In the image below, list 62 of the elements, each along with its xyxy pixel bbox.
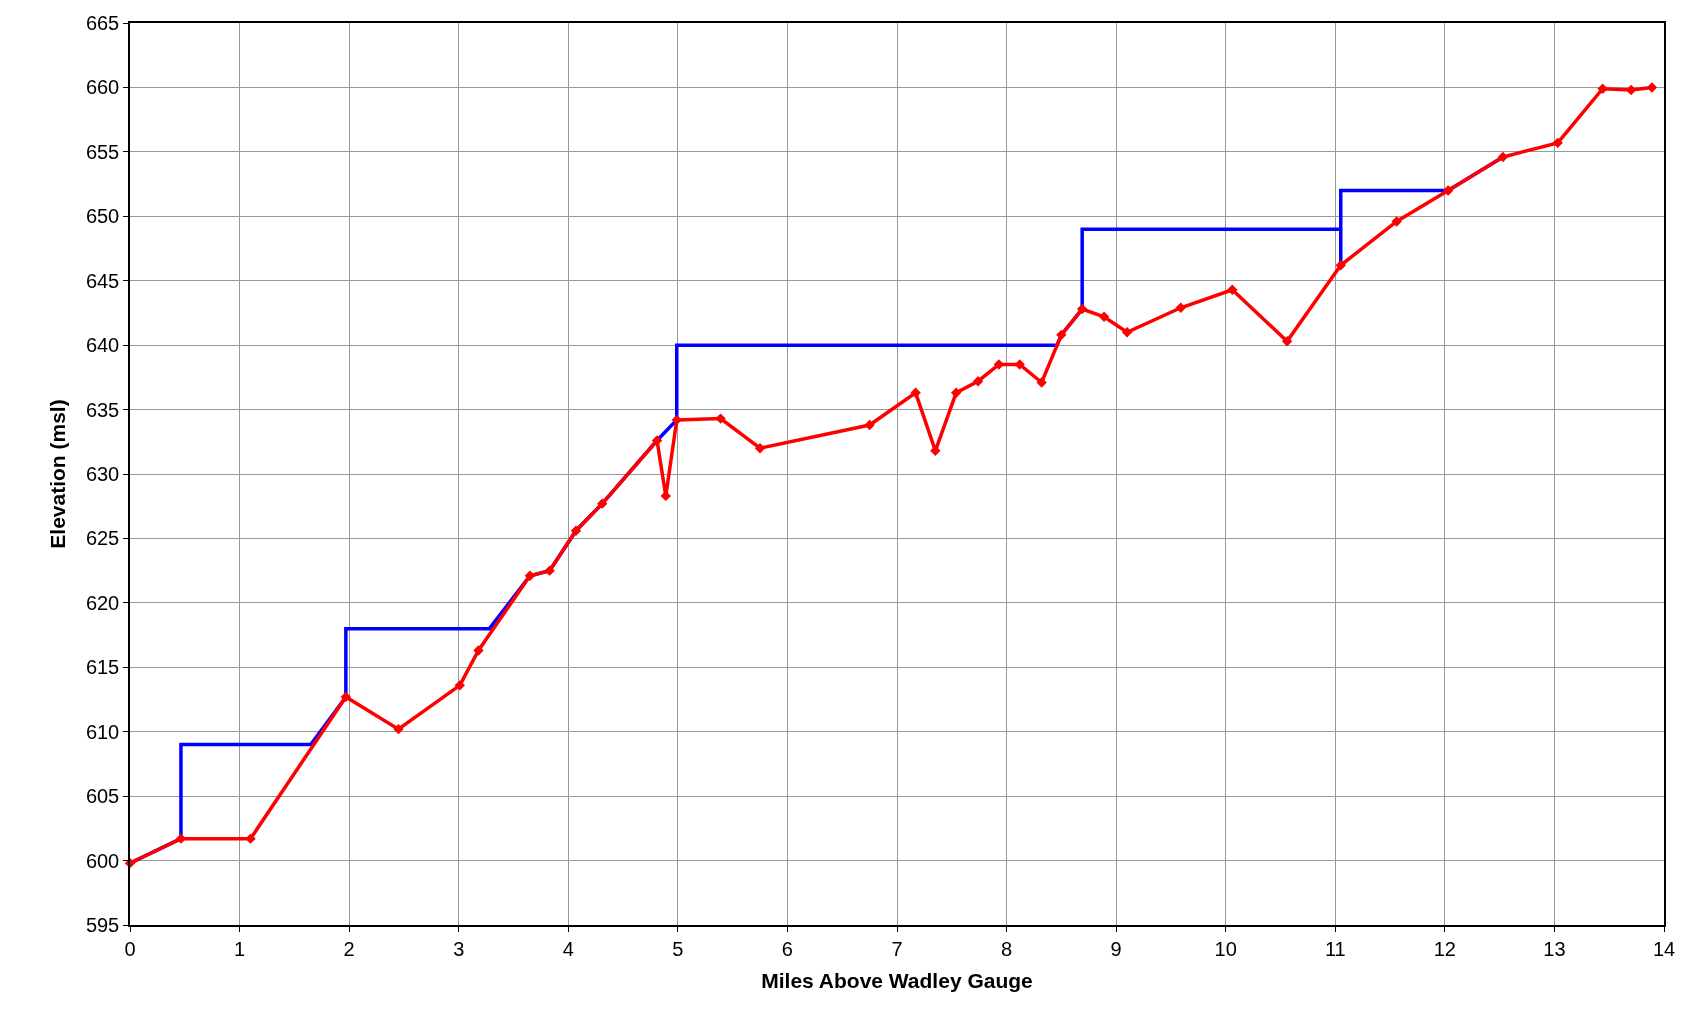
y-tick-label: 605	[85, 785, 120, 808]
x-tick-label: 7	[891, 937, 903, 960]
y-tick-label: 645	[85, 269, 120, 292]
y-tick-label: 630	[85, 463, 120, 485]
x-tick-label: 12	[1433, 937, 1456, 960]
point	[972, 376, 984, 387]
point	[1227, 284, 1238, 295]
y-tick-label: 615	[85, 656, 120, 679]
y-axis-title: Elevation (msl)	[45, 399, 69, 549]
point	[1597, 83, 1608, 94]
point	[597, 498, 608, 509]
point	[1497, 151, 1509, 163]
y-tick-label: 610	[85, 720, 120, 743]
point	[570, 525, 582, 536]
x-tick-label: 4	[562, 937, 574, 960]
point	[950, 387, 962, 399]
x-tick-label: 8	[1001, 937, 1013, 960]
y-tick-label: 625	[85, 527, 120, 550]
y-tick-label: 660	[85, 76, 120, 99]
x-tick-label: 3	[453, 937, 465, 960]
point	[1335, 260, 1346, 271]
point	[864, 419, 875, 431]
point	[473, 645, 484, 656]
x-tick-label: 0	[124, 937, 136, 960]
x-tick-label: 13	[1543, 937, 1566, 960]
y-tick-label: 595	[85, 914, 120, 936]
point	[1646, 82, 1658, 93]
y-tick-label: 640	[85, 334, 120, 357]
point	[1281, 336, 1293, 347]
point	[1036, 377, 1047, 388]
point	[1442, 185, 1454, 196]
x-tick-label: 10	[1214, 937, 1237, 960]
x-tick-label: 6	[781, 937, 793, 960]
point	[1076, 303, 1088, 315]
point	[1552, 137, 1563, 149]
y-tick-label: 650	[85, 205, 120, 228]
point	[1391, 216, 1402, 227]
y-tick-label: 655	[85, 140, 120, 163]
point	[544, 565, 555, 576]
x-tick-label: 2	[343, 937, 355, 960]
point	[393, 723, 404, 735]
point	[1056, 329, 1067, 341]
x-axis-title: Miles Above Wadley Gauge	[761, 969, 1033, 993]
point	[245, 833, 256, 844]
point	[754, 443, 766, 454]
point	[671, 414, 682, 426]
point	[454, 680, 466, 691]
point	[1175, 302, 1186, 313]
point	[1098, 311, 1110, 322]
x-tick-label: 9	[1110, 937, 1122, 960]
point	[1121, 327, 1133, 338]
point	[910, 387, 921, 399]
x-tick-label: 14	[1652, 937, 1676, 960]
x-tick-label: 11	[1324, 937, 1346, 960]
y-tick-label: 600	[85, 849, 120, 872]
x-tick-label: 5	[672, 937, 684, 960]
x-tick-label: 1	[234, 937, 246, 960]
y-tick-label: 620	[85, 591, 120, 614]
y-tick-label: 665	[85, 12, 120, 34]
point	[524, 570, 536, 581]
point	[340, 691, 352, 703]
y-tick-label: 635	[85, 398, 120, 421]
